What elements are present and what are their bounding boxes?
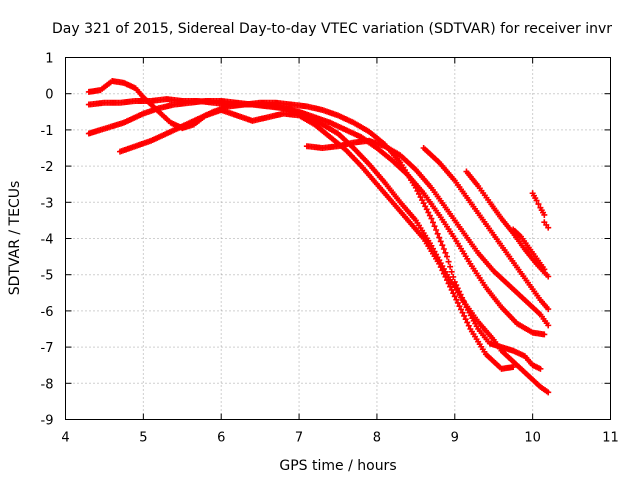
- data-point: [415, 190, 422, 197]
- data-point: [459, 309, 466, 316]
- data-point: [425, 209, 432, 216]
- series-arc-1: [85, 97, 548, 338]
- data-point: [545, 322, 552, 329]
- data-point: [440, 245, 447, 252]
- data-point: [456, 303, 463, 310]
- data-point: [437, 264, 444, 271]
- data-point: [451, 293, 458, 300]
- data-point: [423, 206, 430, 213]
- data-point: [447, 263, 454, 270]
- y-tick-label: -6: [41, 305, 54, 320]
- data-point: [545, 224, 552, 231]
- chart-title: Day 321 of 2015, Sidereal Day-to-day VTE…: [52, 21, 612, 37]
- x-axis-label: GPS time / hours: [279, 458, 396, 474]
- data-point: [447, 283, 454, 290]
- data-point: [461, 312, 468, 319]
- series-arc-7: [510, 226, 548, 273]
- data-point: [439, 267, 446, 274]
- data-point: [445, 280, 452, 287]
- data-point: [431, 223, 438, 230]
- data-point: [419, 197, 426, 204]
- data-point: [541, 211, 548, 218]
- data-point: [420, 200, 427, 207]
- data-point: [434, 230, 441, 237]
- y-tick-label: -5: [41, 269, 54, 284]
- data-point: [442, 249, 449, 256]
- data-point: [437, 238, 444, 245]
- data-point: [439, 242, 446, 249]
- data-point: [535, 201, 542, 208]
- series-arc-9: [420, 145, 552, 313]
- x-tick-label: 11: [602, 431, 619, 446]
- y-tick-label: -2: [41, 160, 54, 175]
- data-point: [545, 306, 552, 313]
- y-tick-label: -8: [41, 377, 54, 392]
- data-point: [464, 319, 471, 326]
- data-point: [414, 187, 421, 194]
- y-tick-label: -3: [41, 196, 54, 211]
- data-point: [541, 266, 548, 273]
- x-tick-label: 10: [524, 431, 541, 446]
- data-point: [436, 234, 443, 241]
- data-point: [450, 290, 457, 297]
- y-tick-label: -7: [41, 341, 54, 356]
- data-point: [541, 331, 548, 338]
- plot-frame: [65, 57, 611, 420]
- data-point: [444, 253, 450, 260]
- series-arc-8: [529, 190, 552, 231]
- x-tick-label: 6: [217, 431, 225, 446]
- y-tick-label: 0: [45, 88, 53, 103]
- y-tick-label: -4: [41, 233, 54, 248]
- data-point: [545, 389, 552, 396]
- x-tick-label: 7: [295, 431, 303, 446]
- data-point: [429, 219, 436, 226]
- grid: [65, 57, 611, 420]
- data-point: [453, 296, 460, 303]
- data-point: [537, 365, 544, 372]
- data-point: [444, 277, 450, 284]
- data-marks: [85, 78, 552, 396]
- data-point: [440, 270, 447, 277]
- data-point: [533, 197, 540, 204]
- data-point: [433, 226, 440, 233]
- data-point: [462, 316, 469, 323]
- series-arc-2: [85, 96, 544, 372]
- data-point: [458, 306, 465, 313]
- data-point: [417, 194, 424, 201]
- y-tick-label: -1: [41, 124, 54, 139]
- data-point: [445, 258, 452, 265]
- data-point: [510, 364, 517, 371]
- data-point: [428, 215, 435, 222]
- y-tick-label: 1: [45, 52, 53, 67]
- data-point: [422, 203, 429, 210]
- series-arc-5: [303, 137, 552, 329]
- data-point: [436, 260, 443, 267]
- x-tick-label: 4: [61, 431, 69, 446]
- y-axis-label: SDTVAR / TECUs: [7, 181, 23, 296]
- data-point: [448, 268, 455, 275]
- series-arc-4: [85, 78, 517, 372]
- data-point: [442, 273, 449, 280]
- x-tick-label: 9: [451, 431, 459, 446]
- data-point: [545, 273, 552, 280]
- data-point: [426, 212, 433, 219]
- data-point: [465, 322, 472, 329]
- x-tick-label: 8: [373, 431, 381, 446]
- data-point: [454, 299, 461, 306]
- data-point: [412, 184, 419, 191]
- y-tick-label: -9: [41, 414, 54, 429]
- x-tick-label: 5: [139, 431, 147, 446]
- data-point: [448, 286, 455, 293]
